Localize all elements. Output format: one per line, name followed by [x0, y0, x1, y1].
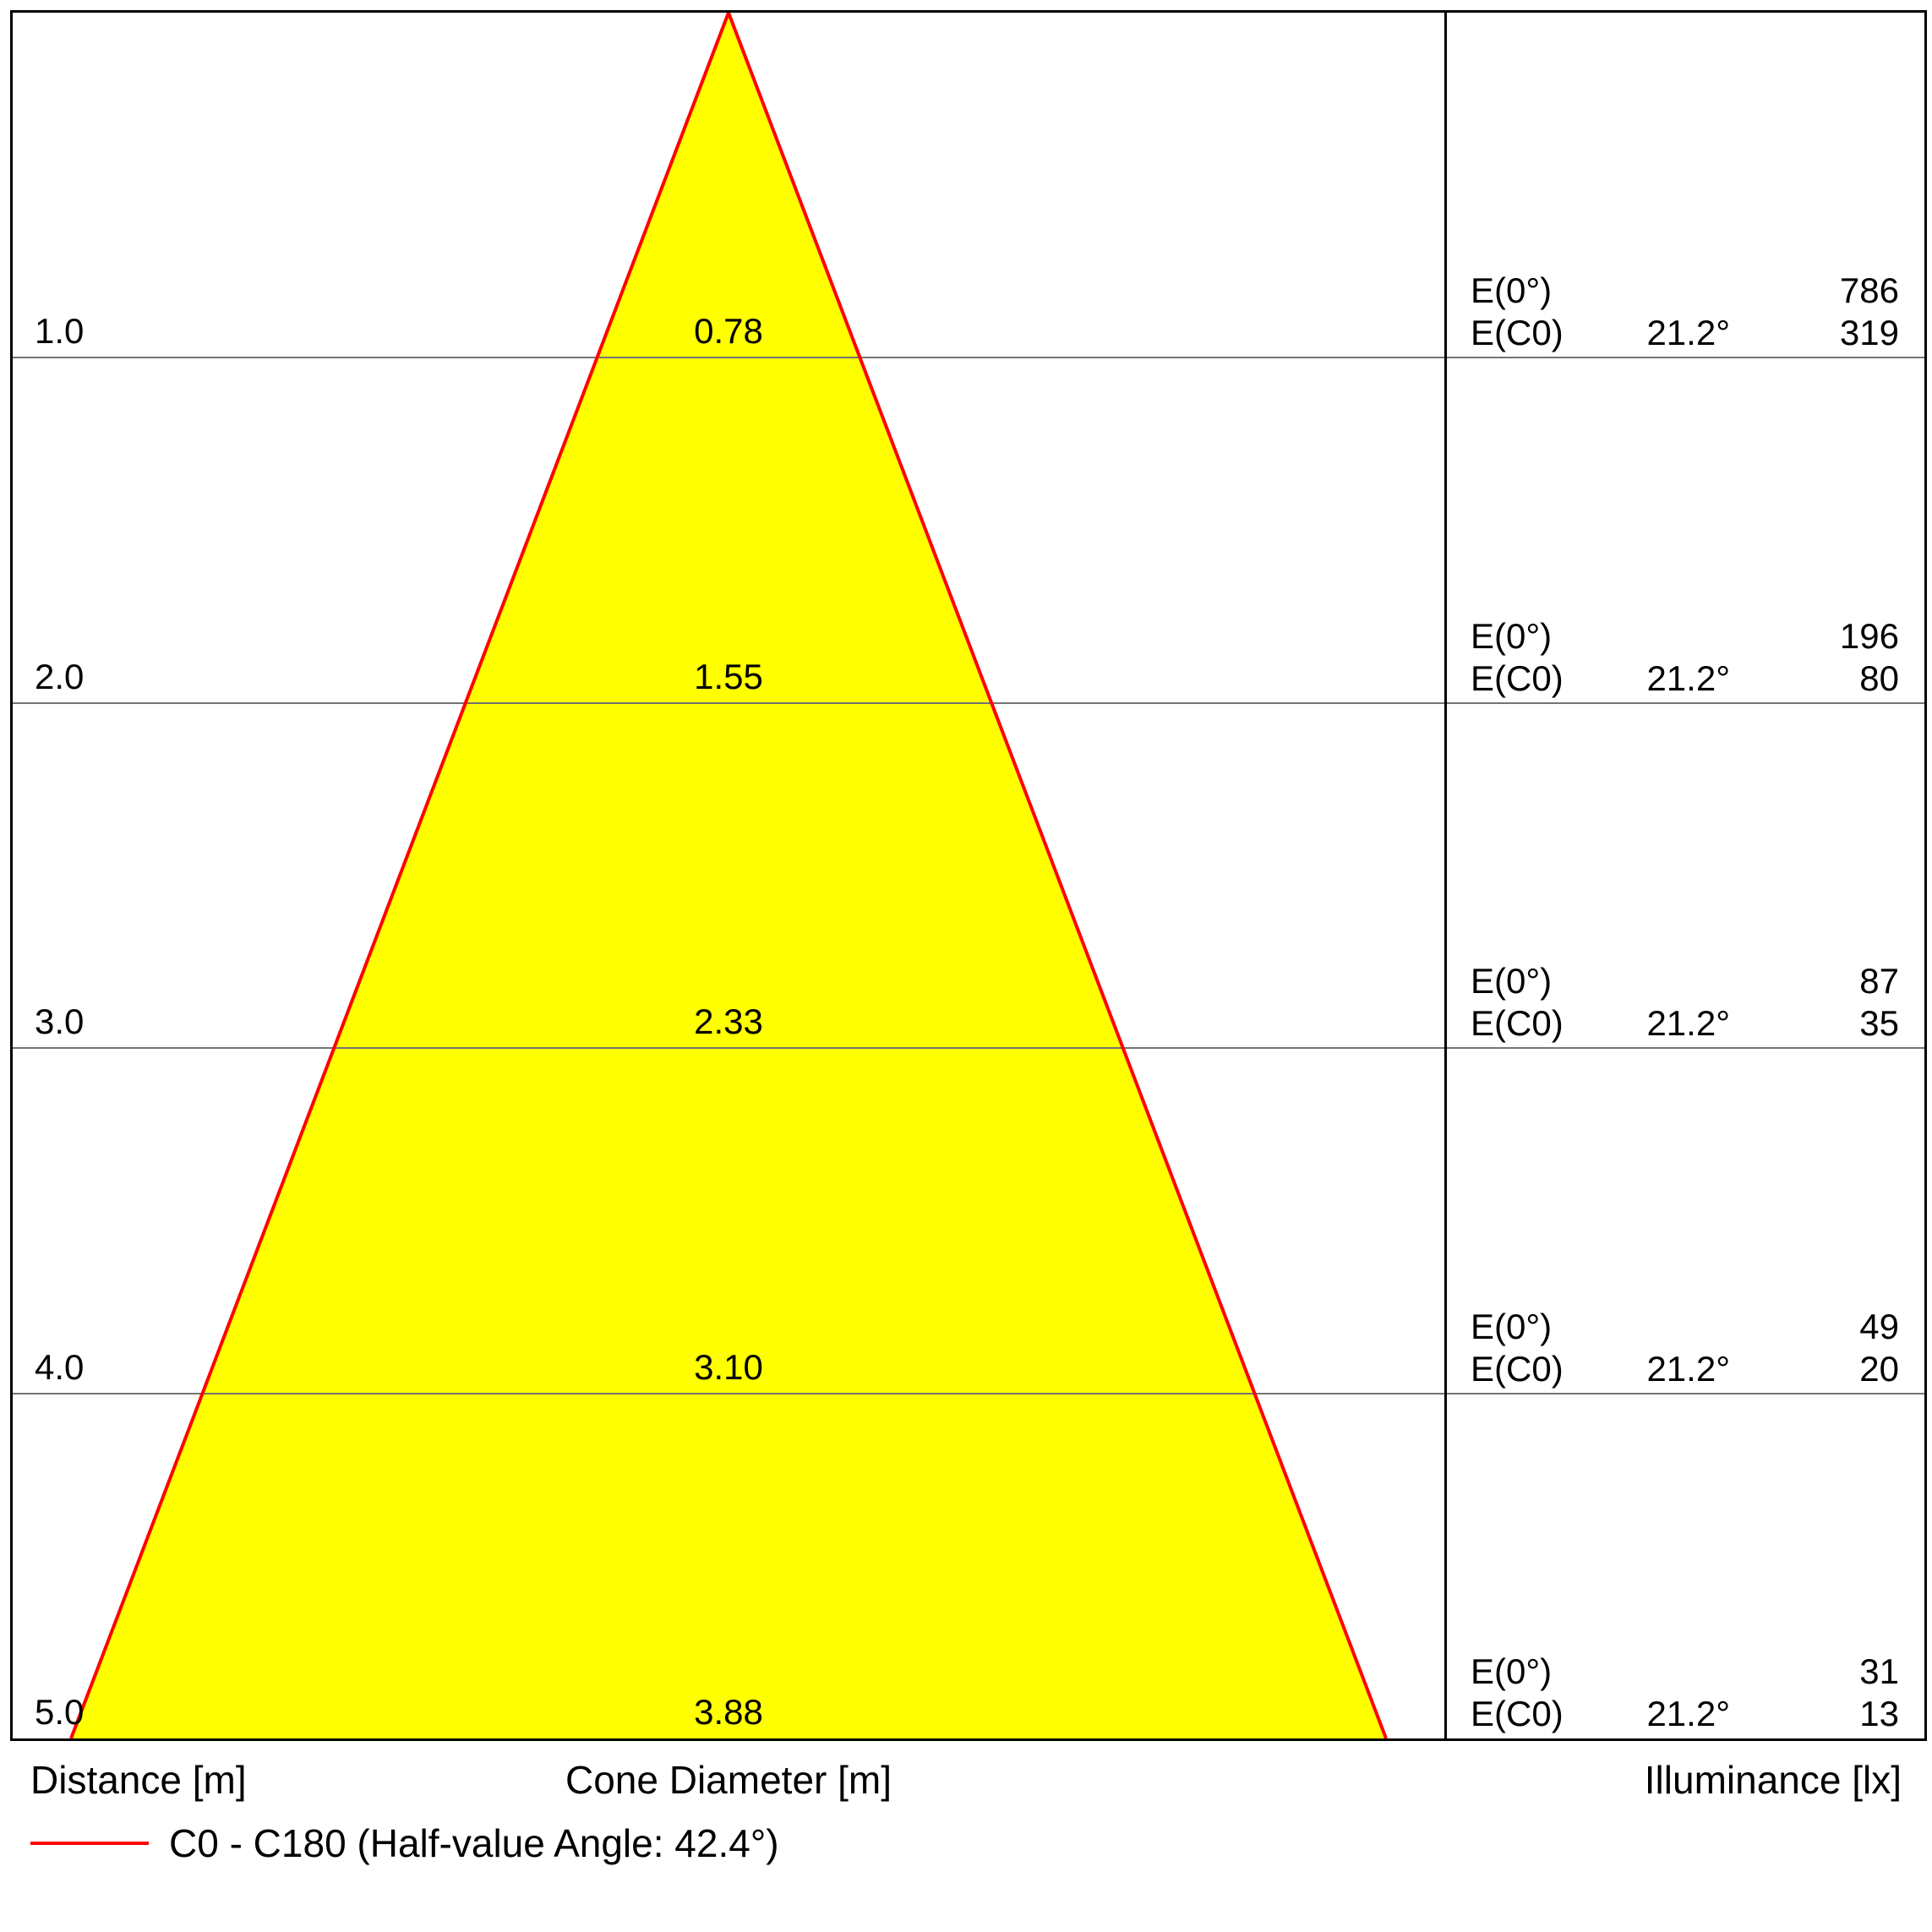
- illuminance-row: E(0°) 87 E(C0) 21.2° 35: [1447, 960, 1924, 1045]
- ec0-angle: 21.2°: [1646, 313, 1730, 352]
- distance-axis-title: Distance [m]: [30, 1758, 247, 1802]
- ec0-angle: 21.2°: [1646, 1003, 1730, 1043]
- axis-titles: Distance [m] Cone Diameter [m] Illuminan…: [10, 1756, 1927, 1804]
- e0-angle: [1586, 270, 1730, 312]
- ec0-value: 20: [1859, 1349, 1899, 1389]
- distance-label: 2.0: [35, 657, 85, 696]
- ec0-value: 35: [1859, 1003, 1899, 1043]
- illuminance-e0-line: E(0°) 786: [1447, 270, 1924, 312]
- illuminance-ec0-line: E(C0) 21.2° 319: [1447, 312, 1924, 354]
- illuminance-e0-line: E(0°) 87: [1447, 960, 1924, 1002]
- e0-label: E(0°): [1471, 961, 1553, 1001]
- e0-value: 196: [1839, 616, 1899, 656]
- e0-label: E(0°): [1471, 1651, 1553, 1691]
- e0-label: E(0°): [1471, 1307, 1553, 1346]
- illuminance-ec0-line: E(C0) 21.2° 80: [1447, 658, 1924, 700]
- e0-angle: [1586, 615, 1730, 658]
- ec0-label: E(C0): [1471, 1694, 1564, 1733]
- e0-angle: [1586, 1306, 1730, 1348]
- legend-line-c0-c180: [30, 1842, 149, 1845]
- cone-diameter-label: 0.78: [694, 311, 763, 351]
- gridline: [1447, 357, 1924, 358]
- illuminance-ec0-line: E(C0) 21.2° 13: [1447, 1693, 1924, 1735]
- illuminance-ec0-line: E(C0) 21.2° 20: [1447, 1348, 1924, 1390]
- ec0-angle: 21.2°: [1646, 1349, 1730, 1389]
- legend: C0 - C180 (Half-value Angle: 42.4°): [10, 1819, 779, 1868]
- ec0-value: 319: [1839, 313, 1899, 352]
- legend-label: C0 - C180 (Half-value Angle: 42.4°): [169, 1821, 779, 1865]
- ec0-value: 80: [1859, 658, 1899, 698]
- distance-label: 5.0: [35, 1692, 85, 1732]
- illuminance-axis-title: Illuminance [lx]: [1644, 1758, 1902, 1802]
- ec0-label: E(C0): [1471, 658, 1564, 698]
- illuminance-e0-line: E(0°) 31: [1447, 1651, 1924, 1693]
- e0-angle: [1586, 960, 1730, 1002]
- ec0-angle: 21.2°: [1646, 1694, 1730, 1733]
- e0-value: 31: [1859, 1651, 1899, 1691]
- gridline: [1447, 1047, 1924, 1049]
- illuminance-row: E(0°) 31 E(C0) 21.2° 13: [1447, 1651, 1924, 1735]
- illuminance-panel: E(0°) 786 E(C0) 21.2° 319 E(0°) 196 E(C0…: [1447, 13, 1924, 1738]
- gridline: [1447, 1393, 1924, 1394]
- illuminance-ec0-line: E(C0) 21.2° 35: [1447, 1002, 1924, 1045]
- ec0-label: E(C0): [1471, 1349, 1564, 1389]
- e0-label: E(0°): [1471, 270, 1553, 310]
- e0-value: 49: [1859, 1307, 1899, 1346]
- ec0-label: E(C0): [1471, 313, 1564, 352]
- cone-diameter-label: 3.10: [694, 1347, 763, 1387]
- e0-angle: [1586, 1651, 1730, 1693]
- distance-label: 1.0: [35, 311, 85, 351]
- ec0-angle: 21.2°: [1646, 658, 1730, 698]
- ec0-value: 13: [1859, 1694, 1899, 1733]
- distance-label: 3.0: [35, 1001, 85, 1041]
- gridline: [1447, 702, 1924, 704]
- diagram-frame: 1.0 2.0 3.0 4.0 5.0 0.78 1.55 2.33 3.10 …: [10, 10, 1927, 1741]
- cone-diameter-label: 2.33: [694, 1001, 763, 1041]
- cone-edge-right: [727, 13, 1388, 1738]
- illuminance-row: E(0°) 786 E(C0) 21.2° 319: [1447, 270, 1924, 354]
- cone-fill: [71, 13, 1386, 1738]
- e0-label: E(0°): [1471, 616, 1553, 656]
- cone-diameter-label: 1.55: [694, 657, 763, 696]
- illuminance-row: E(0°) 49 E(C0) 21.2° 20: [1447, 1306, 1924, 1390]
- ec0-label: E(C0): [1471, 1003, 1564, 1043]
- cone-diameter-label: 3.88: [694, 1692, 763, 1732]
- cone-diameter-axis-title: Cone Diameter [m]: [565, 1758, 892, 1802]
- cone-edge-left: [69, 13, 730, 1738]
- light-cone-chart: [13, 13, 1444, 1738]
- gridlines: [13, 357, 1444, 1394]
- distance-label: 4.0: [35, 1347, 85, 1387]
- e0-value: 87: [1859, 961, 1899, 1001]
- e0-value: 786: [1839, 270, 1899, 310]
- illuminance-e0-line: E(0°) 196: [1447, 615, 1924, 658]
- illuminance-e0-line: E(0°) 49: [1447, 1306, 1924, 1348]
- illuminance-row: E(0°) 196 E(C0) 21.2° 80: [1447, 615, 1924, 700]
- cone-panel: 1.0 2.0 3.0 4.0 5.0 0.78 1.55 2.33 3.10 …: [13, 13, 1447, 1738]
